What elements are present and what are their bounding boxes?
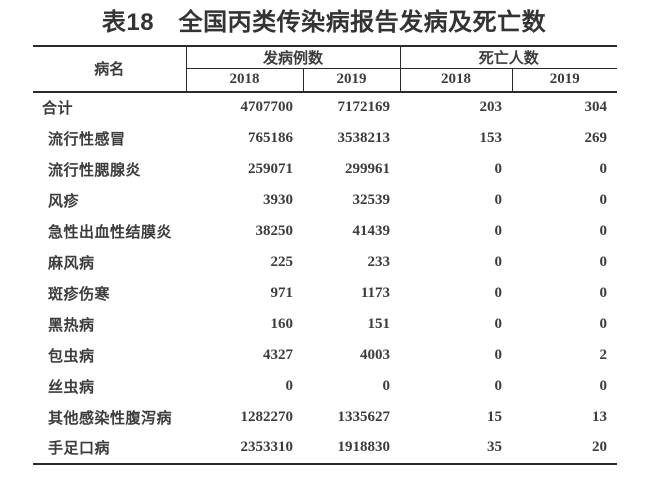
deaths-2018-value: 0 — [494, 253, 503, 270]
deaths-2019-value: 0 — [599, 222, 608, 239]
table-row: 其他感染性腹泻病 1282270 1335627 15 13 — [33, 402, 617, 433]
table-row: 丝虫病 0 0 0 0 — [33, 371, 617, 402]
cases-2018-value: 4707700 — [240, 99, 294, 115]
deaths-2018-value: 0 — [494, 377, 503, 394]
col-header-cases-group: 发病例数 — [186, 46, 401, 69]
cases-2019-value: 41439 — [352, 222, 391, 239]
cases-2019-value: 1918830 — [337, 439, 391, 455]
disease-name: 麻风病 — [48, 255, 95, 272]
col-header-deaths-2019: 2019 — [512, 68, 618, 93]
disease-name: 流行性腮腺炎 — [48, 162, 142, 179]
cases-2018-value: 4327 — [263, 346, 293, 363]
col-header-deaths-2018: 2018 — [400, 68, 513, 93]
deaths-2019-value: 0 — [599, 253, 608, 270]
cases-2019-value: 4003 — [360, 346, 391, 363]
cases-2019-value: 32539 — [352, 191, 391, 208]
disease-stats-table: 病名 发病例数 死亡人数 2018 2019 2018 2019 合计 4707… — [33, 45, 618, 465]
cases-2018-value: 765186 — [248, 129, 293, 146]
table-row-total: 合计 4707700 7172169 203 304 — [33, 92, 617, 123]
col-header-deaths-group: 死亡人数 — [400, 46, 618, 69]
cases-2019-value: 0 — [382, 377, 391, 394]
deaths-2018-value: 0 — [494, 284, 503, 301]
deaths-2018-value: 35 — [487, 439, 503, 455]
deaths-2018-value: 0 — [494, 222, 503, 239]
header-row-groups: 病名 发病例数 死亡人数 — [33, 46, 618, 93]
deaths-2018-value: 0 — [494, 160, 503, 177]
deaths-2019-value: 269 — [584, 129, 608, 146]
deaths-2018-value: 0 — [494, 346, 503, 363]
cases-2019-value: 3538213 — [337, 129, 391, 146]
col-header-cases-2018: 2018 — [186, 68, 304, 93]
deaths-2019-value: 0 — [599, 191, 608, 208]
table-row: 手足口病 2353310 1918830 35 20 — [33, 433, 617, 464]
cases-2018-value: 3930 — [263, 191, 293, 208]
disease-name: 急性出血性结膜炎 — [48, 224, 173, 241]
header-row-years: 2018 2019 2018 2019 — [33, 68, 618, 93]
deaths-2019-value: 0 — [599, 284, 608, 301]
cases-2018-value: 2353310 — [240, 439, 294, 455]
disease-name: 斑疹伤寒 — [48, 286, 111, 303]
deaths-2019-value: 13 — [592, 408, 608, 425]
cases-2018-value: 971 — [270, 284, 294, 301]
cases-2019-value: 1335627 — [337, 408, 391, 425]
deaths-2019-value: 0 — [599, 160, 608, 177]
deaths-2018-value: 15 — [487, 408, 503, 425]
cases-2018-value: 160 — [270, 315, 294, 332]
deaths-2019-value: 304 — [584, 99, 608, 115]
cases-2019-value: 299961 — [345, 160, 391, 177]
cases-2019-value: 151 — [367, 315, 391, 332]
cases-2019-value: 233 — [367, 253, 391, 270]
table-row: 黑热病 160 151 0 0 — [33, 309, 617, 340]
col-header-disease: 病名 — [33, 46, 187, 93]
deaths-2018-value: 0 — [494, 315, 503, 332]
deaths-2019-value: 2 — [599, 346, 608, 363]
cases-2019-value: 7172169 — [337, 99, 391, 115]
deaths-2019-value: 20 — [592, 439, 608, 455]
cases-2018-value: 0 — [285, 377, 294, 394]
disease-name: 丝虫病 — [48, 379, 95, 396]
deaths-2019-value: 0 — [599, 315, 608, 332]
table-row: 麻风病 225 233 0 0 — [33, 247, 617, 278]
table-header: 病名 发病例数 死亡人数 2018 2019 2018 2019 — [33, 46, 618, 93]
table-row: 风疹 3930 32539 0 0 — [33, 185, 617, 216]
deaths-2018-value: 0 — [494, 191, 503, 208]
disease-name: 手足口病 — [48, 441, 111, 457]
disease-name: 黑热病 — [48, 317, 95, 334]
table-row: 急性出血性结膜炎 38250 41439 0 0 — [33, 216, 617, 247]
table-row: 包虫病 4327 4003 0 2 — [33, 340, 617, 371]
disease-name: 流行性感冒 — [48, 131, 126, 148]
deaths-2018-value: 153 — [479, 129, 503, 146]
table-row: 流行性腮腺炎 259071 299961 0 0 — [33, 154, 617, 185]
table-row: 流行性感冒 765186 3538213 153 269 — [33, 123, 617, 154]
cases-2018-value: 225 — [270, 253, 294, 270]
cases-2018-value: 38250 — [255, 222, 294, 239]
disease-name: 合计 — [42, 101, 74, 117]
deaths-2018-value: 203 — [479, 99, 503, 115]
cases-2019-value: 1173 — [360, 284, 391, 301]
disease-name: 风疹 — [48, 193, 80, 210]
disease-name: 包虫病 — [48, 348, 95, 365]
page-title: 表18 全国丙类传染病报告发病及死亡数 — [101, 9, 547, 36]
cases-2018-value: 259071 — [248, 160, 293, 177]
deaths-2019-value: 0 — [599, 377, 608, 394]
col-header-cases-2019: 2019 — [303, 68, 401, 93]
table-body: 合计 4707700 7172169 203 304 流行性感冒 765186 … — [33, 92, 617, 464]
cases-2018-value: 1282270 — [240, 408, 294, 425]
table-row: 斑疹伤寒 971 1173 0 0 — [33, 278, 617, 309]
disease-name: 其他感染性腹泻病 — [48, 410, 173, 427]
